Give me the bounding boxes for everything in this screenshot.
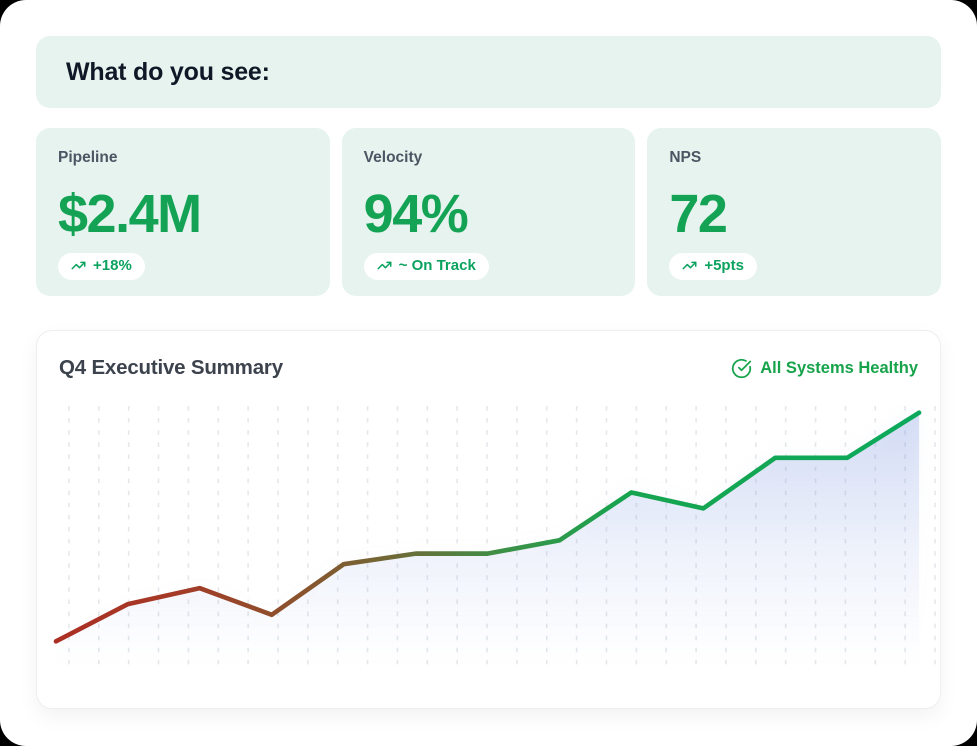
- trending-up-icon: [377, 258, 392, 273]
- kpi-label: NPS: [669, 149, 702, 166]
- kpi-badge-label: +5pts: [704, 256, 744, 274]
- trending-up-icon: [682, 258, 697, 273]
- trend-chart: [51, 400, 937, 674]
- kpi-badge-label: ~ On Track: [398, 256, 476, 274]
- chart-trend-line: [53, 410, 922, 644]
- kpi-label: Velocity: [363, 149, 423, 166]
- summary-header: Q4 Executive Summary All Systems Healthy: [37, 356, 940, 380]
- kpi-trend-badge: +18%: [58, 252, 145, 280]
- trending-up-icon: [71, 258, 86, 273]
- kpi-card-pipeline: Pipeline $2.4M +18%: [36, 128, 330, 296]
- summary-card: Q4 Executive Summary All Systems Healthy: [36, 330, 941, 709]
- check-circle-icon: [731, 358, 752, 379]
- prompt-banner: What do you see:: [36, 36, 941, 108]
- kpi-value: 94%: [363, 184, 469, 244]
- kpi-card-nps: NPS 72 +5pts: [647, 128, 941, 296]
- kpi-label: Pipeline: [58, 149, 118, 166]
- kpi-trend-badge: ~ On Track: [363, 252, 489, 280]
- kpi-value: 72: [669, 184, 728, 244]
- kpi-trend-badge: +5pts: [669, 252, 757, 280]
- status-label: All Systems Healthy: [760, 358, 918, 377]
- page-title: What do you see:: [66, 57, 270, 86]
- kpi-badge-label: +18%: [93, 256, 132, 274]
- status-indicator: All Systems Healthy: [731, 358, 918, 379]
- kpi-value: $2.4M: [58, 184, 202, 244]
- kpi-row: Pipeline $2.4M +18% Velocity 94% ~ On Tr…: [36, 128, 941, 296]
- kpi-card-velocity: Velocity 94% ~ On Track: [341, 128, 636, 296]
- chart-area-fill: [55, 412, 920, 664]
- chart-svg: [53, 406, 936, 667]
- summary-title: Q4 Executive Summary: [59, 356, 283, 379]
